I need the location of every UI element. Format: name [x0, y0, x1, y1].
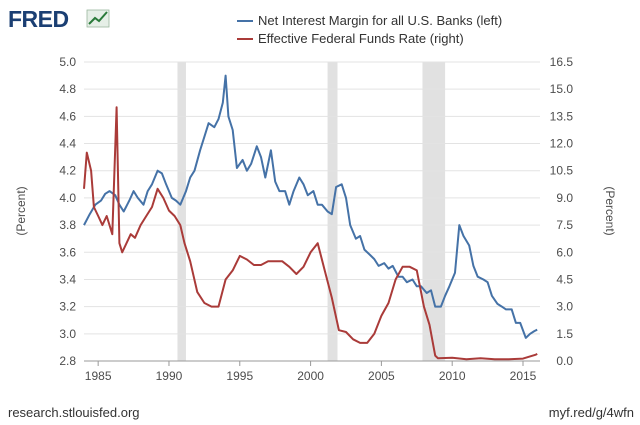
legend-label-net-interest-margin: Net Interest Margin for all U.S. Banks (…	[258, 13, 502, 28]
right-y-tick-label: 9.0	[556, 191, 573, 205]
right-y-tick-label: 13.5	[550, 109, 574, 123]
left-axis-ticks: 2.8 3.0 3.2 3.4 3.6 3.8 4.0 4.2 4.4 4.6 4.8 5.0	[59, 55, 76, 368]
left-y-tick-label: 3.2	[59, 300, 76, 314]
series-line-fed-funds-rate[interactable]	[83, 106, 538, 361]
plot-area	[84, 62, 540, 361]
x-axis-ticks: 1985 1990 1995 2000 2005 2010 2015	[85, 361, 537, 383]
right-y-tick-label: 16.5	[550, 55, 574, 69]
short-url-link[interactable]: myf.red/g/4wfn	[549, 405, 634, 420]
right-axis-title: (Percent)	[603, 186, 617, 235]
chart-legend: Net Interest Margin for all U.S. Banks (…	[237, 13, 502, 46]
right-y-tick-label: 4.5	[556, 272, 573, 286]
right-y-tick-label: 3.0	[556, 300, 573, 314]
right-axis-ticks: 0.0 1.5 3.0 4.5 6.0 7.5 9.0 10.5 12.0 13.5 15.0 16.…	[550, 55, 574, 368]
series-line-net-interest-margin[interactable]	[83, 74, 538, 339]
left-y-tick-label: 3.4	[59, 272, 76, 286]
left-y-tick-label: 4.2	[59, 164, 76, 178]
x-tick-label: 2005	[368, 369, 395, 383]
brand-name: FRED	[8, 6, 69, 32]
source-link[interactable]: research.stlouisfed.org	[8, 405, 140, 420]
recession-band	[177, 62, 186, 361]
right-y-tick-label: 1.5	[556, 327, 573, 341]
legend-item-net-interest-margin[interactable]: Net Interest Margin for all U.S. Banks (…	[237, 13, 502, 28]
right-y-tick-label: 7.5	[556, 218, 573, 232]
right-y-tick-label: 6.0	[556, 245, 573, 259]
fred-logo[interactable]: FRED	[8, 6, 110, 32]
left-y-tick-label: 3.6	[59, 245, 76, 259]
left-y-tick-label: 4.6	[59, 109, 76, 123]
x-tick-label: 1990	[156, 369, 183, 383]
left-y-tick-label: 2.8	[59, 354, 76, 368]
left-y-tick-label: 5.0	[59, 55, 76, 69]
right-y-tick-label: 0.0	[556, 354, 573, 368]
left-axis-title: (Percent)	[14, 186, 28, 235]
x-tick-label: 2010	[439, 369, 466, 383]
gridlines	[84, 61, 540, 362]
x-tick-label: 1985	[85, 369, 112, 383]
legend-item-fed-funds-rate[interactable]: Effective Federal Funds Rate (right)	[237, 31, 464, 46]
right-y-tick-label: 10.5	[550, 164, 574, 178]
x-tick-label: 1995	[226, 369, 253, 383]
legend-label-fed-funds-rate: Effective Federal Funds Rate (right)	[258, 31, 464, 46]
left-y-tick-label: 4.4	[59, 137, 76, 151]
x-tick-label: 2000	[297, 369, 324, 383]
left-y-tick-label: 4.8	[59, 82, 76, 96]
left-y-tick-label: 4.0	[59, 191, 76, 205]
x-tick-label: 2015	[510, 369, 537, 383]
left-y-tick-label: 3.0	[59, 327, 76, 341]
series-lines	[83, 74, 538, 361]
right-y-tick-label: 12.0	[550, 137, 574, 151]
left-y-tick-label: 3.8	[59, 218, 76, 232]
right-y-tick-label: 15.0	[550, 82, 574, 96]
recession-band	[422, 62, 446, 361]
line-chart-icon	[86, 9, 110, 28]
